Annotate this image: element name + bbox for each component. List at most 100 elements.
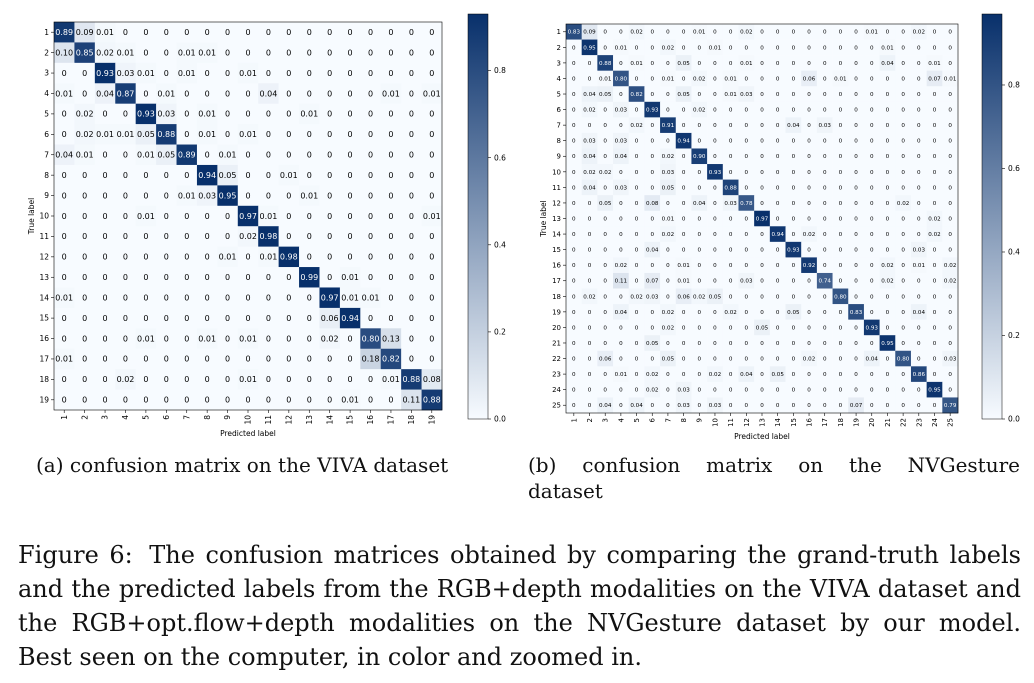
cell	[816, 288, 833, 305]
cell	[319, 22, 341, 43]
cell-value: 0	[745, 185, 749, 191]
cell	[691, 241, 708, 258]
cell-value: 0	[823, 216, 827, 222]
cell-value: 0.02	[913, 30, 925, 36]
cell-value: 0	[635, 45, 639, 51]
cell	[581, 226, 598, 243]
cell	[196, 307, 218, 329]
cell-value: 0	[245, 151, 250, 160]
cell-value: 0	[103, 293, 108, 302]
cell-value: 0	[266, 273, 271, 282]
cell	[319, 226, 341, 247]
cell-value: 0	[82, 89, 87, 98]
cell-value: 0	[901, 123, 905, 129]
cell	[566, 55, 582, 71]
cell-value: 0	[917, 185, 921, 191]
cell-value: 0	[713, 388, 717, 394]
cell	[566, 24, 582, 40]
cell-value: 0	[760, 388, 764, 394]
cell-value: 0.01	[740, 61, 753, 67]
cell-value: 0	[745, 45, 749, 51]
cell	[380, 287, 402, 309]
cell	[299, 226, 320, 247]
cell-value: 0	[635, 310, 639, 316]
cell	[926, 70, 943, 87]
cell	[816, 319, 833, 336]
cell-value: 0	[933, 139, 937, 145]
cell-value: 0.01	[677, 279, 690, 285]
cell	[115, 205, 136, 227]
cell-value: 0.02	[662, 232, 674, 238]
cell-value: 0.94	[198, 171, 216, 180]
cell-value: 0.01	[260, 253, 278, 262]
cell-value: 0	[103, 314, 108, 323]
cell	[319, 185, 341, 207]
cell-value: 0	[807, 388, 811, 394]
cell-value: 0	[697, 123, 701, 129]
cell	[566, 241, 582, 258]
cell-value: 0	[792, 61, 796, 67]
cell-value: 0	[729, 279, 733, 285]
cell-value: 0	[184, 396, 189, 405]
cell-value: 0	[225, 130, 230, 139]
cell-value: 0.04	[615, 154, 628, 160]
cell	[196, 103, 218, 125]
cell-value: 0	[123, 314, 128, 323]
cell-value: 0	[823, 185, 827, 191]
cell	[644, 304, 661, 320]
cell	[863, 381, 880, 398]
cell	[597, 195, 614, 212]
x-tick-label: 12	[284, 415, 293, 425]
cell-value: 0	[807, 108, 811, 114]
cell-value: 0.02	[630, 294, 642, 300]
cell	[675, 304, 692, 320]
cell-value: 0	[697, 216, 701, 222]
cell	[910, 350, 927, 367]
cell	[691, 179, 708, 196]
cell-value: 0.01	[96, 28, 114, 37]
cell	[738, 335, 755, 352]
cell	[115, 226, 136, 247]
cell-value: 0	[327, 212, 332, 221]
cell-value: 0	[776, 310, 780, 316]
cell	[863, 55, 880, 71]
cell-value: 0.93	[787, 248, 800, 254]
cell	[278, 348, 300, 370]
cell-value: 0	[572, 61, 576, 67]
cell-value: 0	[870, 248, 874, 254]
cell	[613, 257, 630, 274]
cell	[597, 164, 614, 180]
cell-value: 0	[901, 294, 905, 300]
cell-value: 0	[572, 263, 576, 269]
cell-value: 0	[917, 76, 921, 82]
cell-value: 0	[164, 253, 169, 262]
cell-value: 0.01	[300, 110, 318, 119]
cell	[816, 55, 833, 71]
cell	[910, 24, 927, 40]
x-tick-label: 18	[407, 415, 416, 425]
cell	[566, 350, 582, 367]
cell-value: 0	[429, 48, 434, 57]
cell	[566, 381, 582, 398]
cell	[581, 257, 598, 274]
cell-value: 0	[948, 108, 952, 114]
cell	[278, 389, 300, 411]
cell-value: 0	[164, 48, 169, 57]
cell	[54, 62, 75, 84]
cell-value: 0	[886, 372, 890, 378]
cell	[816, 350, 833, 367]
cell	[660, 397, 677, 414]
cell	[816, 70, 833, 87]
cell-value: 0	[225, 355, 230, 364]
cell	[910, 164, 927, 180]
cell-value: 0	[650, 185, 654, 191]
cell	[380, 124, 402, 145]
cell-value: 0.80	[615, 76, 628, 82]
cell-value: 0	[776, 201, 780, 207]
cell-value: 0.01	[341, 396, 359, 405]
cell-value: 0.03	[583, 139, 596, 145]
cell	[176, 246, 198, 268]
cell-value: 0	[348, 355, 353, 364]
cell-value: 0	[650, 310, 654, 316]
cell-value: 0	[854, 76, 858, 82]
